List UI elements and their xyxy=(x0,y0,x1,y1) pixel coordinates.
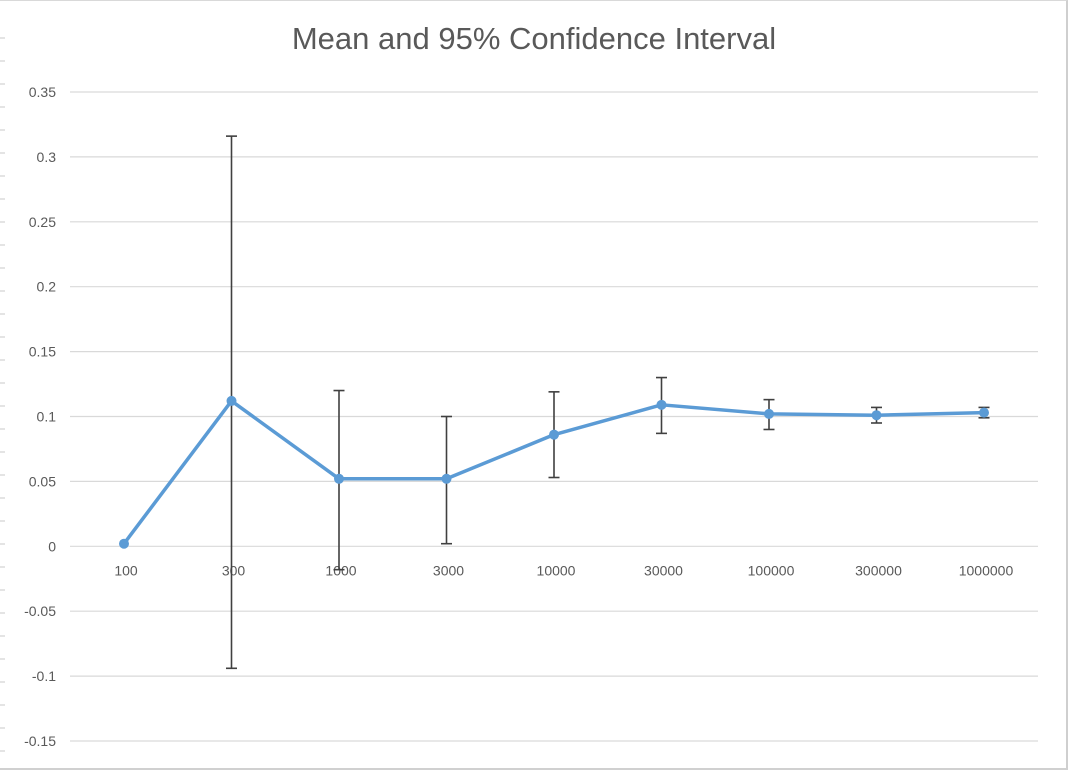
data-point xyxy=(549,429,559,440)
y-tick-label: 0 xyxy=(48,538,56,554)
y-tick-label: -0.15 xyxy=(24,733,56,749)
data-point xyxy=(334,473,344,484)
x-tick-label: 100 xyxy=(114,562,138,578)
data-point xyxy=(656,399,667,410)
data-point xyxy=(119,538,129,549)
x-tick-label: 300 xyxy=(222,562,246,578)
chart-title: Mean and 95% Confidence Interval xyxy=(291,21,777,56)
x-axis-ticks: 100 300 1000 3000 10000 30000 100000 300000 1000… xyxy=(114,562,1013,578)
x-tick-label: 30000 xyxy=(644,562,683,578)
x-tick-label: 10000 xyxy=(537,562,576,578)
data-point xyxy=(441,473,452,484)
y-tick-label: -0.05 xyxy=(24,603,56,619)
x-tick-label: 300000 xyxy=(855,562,902,578)
y-tick-label: 0.15 xyxy=(29,344,56,360)
data-point xyxy=(871,410,882,421)
y-axis-ticks: 0.35 0.3 0.25 0.2 0.15 0.1 0.05 0 -0.05 -0.1 -0.15 xyxy=(24,84,56,749)
y-tick-label: 0.35 xyxy=(29,84,56,100)
data-point xyxy=(979,407,989,418)
x-tick-label: 100000 xyxy=(748,562,795,578)
data-point xyxy=(226,395,237,406)
y-tick-label: -0.1 xyxy=(32,668,56,684)
y-tick-label: 0.2 xyxy=(37,279,57,295)
y-tick-label: 0.25 xyxy=(29,214,56,230)
data-point xyxy=(764,408,774,419)
y-tick-label: 0.1 xyxy=(37,409,57,425)
x-tick-label: 1000000 xyxy=(959,562,1014,578)
row-ruler xyxy=(0,37,5,752)
x-tick-label: 3000 xyxy=(433,562,464,578)
data-points xyxy=(119,395,989,549)
y-tick-label: 0.05 xyxy=(29,473,56,489)
error-bars xyxy=(226,135,990,670)
y-tick-label: 0.3 xyxy=(37,149,57,165)
